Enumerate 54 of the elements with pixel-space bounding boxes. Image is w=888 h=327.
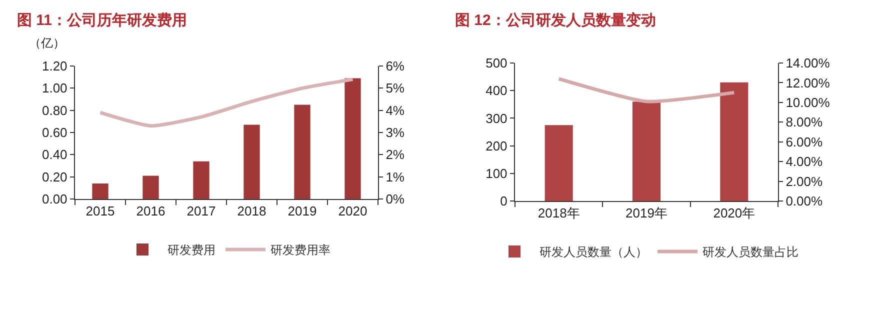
chart-title: 图 11：公司历年研发费用 bbox=[17, 12, 188, 29]
y2-tick-label: 4% bbox=[386, 102, 405, 118]
y2-tick-label: 6% bbox=[386, 58, 405, 74]
y-tick-label: 0.40 bbox=[42, 147, 68, 162]
y2-tick-label: 14.00% bbox=[786, 56, 830, 71]
y2-tick-label: 1% bbox=[386, 169, 405, 184]
bar bbox=[544, 125, 573, 201]
y2-tick-label: 8.00% bbox=[786, 114, 823, 130]
y2-tick-label: 0% bbox=[386, 192, 405, 207]
y2-tick-label: 10.00% bbox=[786, 94, 830, 110]
line-series bbox=[98, 78, 354, 128]
bar bbox=[294, 104, 310, 199]
y-tick-label: 0.20 bbox=[42, 169, 68, 184]
bar bbox=[142, 176, 159, 199]
y2-tick-label: 0.00% bbox=[786, 194, 823, 209]
legend-label: 研发人员数量（人） bbox=[540, 245, 648, 260]
y-axis-title: （亿） bbox=[29, 36, 65, 50]
y-tick-label: 1.20 bbox=[42, 58, 68, 74]
x-tick-label: 2019 bbox=[288, 204, 317, 219]
y2-tick-label: 2% bbox=[386, 147, 405, 162]
bar bbox=[632, 102, 661, 201]
y-tick-label: 1.00 bbox=[42, 80, 68, 96]
y-tick-label: 500 bbox=[486, 56, 508, 71]
bar bbox=[720, 82, 748, 201]
y-tick-label: 200 bbox=[486, 138, 508, 154]
y-tick-label: 100 bbox=[486, 166, 508, 181]
y-tick-label: 400 bbox=[486, 83, 508, 98]
y-tick-label: 0.80 bbox=[42, 102, 68, 118]
chart-title: 图 12：公司研发人员数量变动 bbox=[455, 11, 656, 29]
y-tick-label: 0.00 bbox=[42, 192, 68, 207]
x-tick-label: 2019年 bbox=[626, 206, 668, 221]
x-tick-label: 2020年 bbox=[713, 206, 756, 221]
legend-label: 研发费用率 bbox=[270, 243, 330, 258]
y-tick-label: 0 bbox=[500, 194, 508, 209]
bar bbox=[92, 183, 108, 199]
y2-tick-label: 6.00% bbox=[786, 134, 823, 150]
y2-tick-label: 12.00% bbox=[786, 75, 830, 90]
y2-tick-label: 2.00% bbox=[786, 174, 823, 189]
y-tick-label: 300 bbox=[486, 110, 508, 126]
bar bbox=[193, 161, 210, 199]
x-tick-label: 2018年 bbox=[538, 206, 580, 221]
x-tick-label: 2017 bbox=[186, 204, 216, 219]
y2-tick-label: 4.00% bbox=[786, 154, 823, 170]
bar bbox=[244, 124, 260, 199]
legend-label: 研发费用 bbox=[168, 243, 216, 258]
x-tick-label: 2015 bbox=[86, 204, 115, 219]
legend-label: 研发人员数量占比 bbox=[702, 245, 798, 260]
y2-tick-label: 3% bbox=[386, 125, 405, 140]
x-tick-label: 2020 bbox=[338, 204, 368, 219]
x-tick-label: 2016 bbox=[136, 204, 166, 219]
y2-tick-label: 5% bbox=[386, 80, 405, 96]
x-tick-label: 2018 bbox=[237, 204, 266, 219]
bar bbox=[344, 78, 361, 199]
y-tick-label: 0.60 bbox=[42, 125, 68, 140]
